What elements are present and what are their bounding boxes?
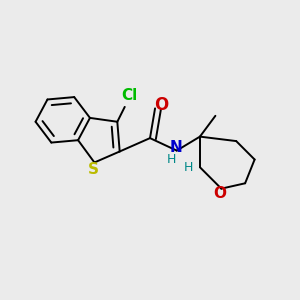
Text: Cl: Cl [121,88,137,103]
Text: O: O [154,96,168,114]
Text: H: H [167,153,176,166]
Text: N: N [169,140,182,155]
Text: S: S [87,161,98,176]
Text: H: H [184,161,193,174]
Text: O: O [213,187,226,202]
